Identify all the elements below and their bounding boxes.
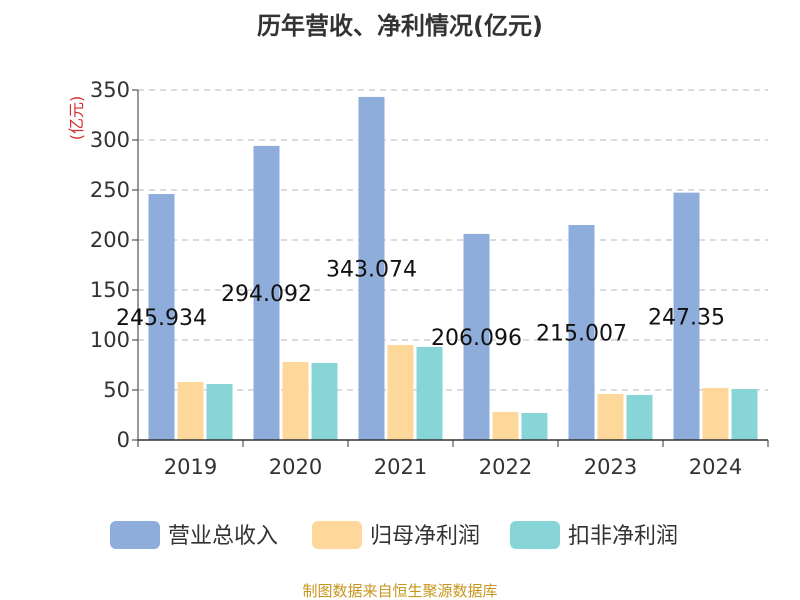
legend-label: 扣非净利润 [568,524,678,549]
y-tick-label: 200 [90,228,130,252]
x-axis-ticks: 2019 2020 2021 2022 2023 2024 [164,455,742,479]
legend-swatch [510,521,560,549]
bar-2-2021 [387,345,414,440]
y-axis-ticks: 0 50 100 150 200 250 300 350 [90,78,138,452]
x-axis [137,90,769,447]
category-label: 2024 [689,455,742,479]
y-tick-label: 150 [90,278,130,302]
bar-1-2024 [673,192,700,440]
data-label: 215.007 [536,321,627,346]
bar-3-2023 [626,395,653,440]
legend: 营业总收入 归母净利润 扣非净利润 [110,521,678,549]
y-tick-label: 250 [90,178,130,202]
data-label: 206.096 [431,326,522,351]
y-tick-label: 0 [117,428,130,452]
bar-2-2024 [702,388,729,440]
category-label: 2022 [479,455,532,479]
bar-1-2020 [253,145,280,440]
data-label: 343.074 [326,257,417,282]
legend-label: 归母净利润 [370,524,480,549]
y-tick-label: 50 [103,378,130,402]
bar-3-2019 [206,384,233,440]
legend-label: 营业总收入 [168,524,278,549]
category-label: 2023 [584,455,637,479]
bar-3-2022 [521,413,548,440]
category-label: 2021 [374,455,427,479]
bar-1-2023 [568,224,595,440]
y-tick-label: 100 [90,328,130,352]
data-label: 247.35 [648,305,725,330]
gridlines [138,89,768,391]
y-tick-label: 300 [90,128,130,152]
data-label: 245.934 [116,306,207,331]
bar-1-2022 [463,233,490,440]
y-tick-label: 350 [90,78,130,102]
bars [148,96,758,441]
legend-swatch [312,521,362,549]
bar-2-2023 [597,394,624,440]
category-label: 2020 [269,455,322,479]
bar-3-2020 [311,363,338,440]
bar-2-2022 [492,412,519,440]
bar-1-2019 [148,194,175,440]
legend-swatch [110,521,160,549]
bar-3-2021 [416,347,443,440]
bar-2-2019 [177,382,204,440]
bar-2-2020 [282,362,309,440]
category-label: 2019 [164,455,217,479]
y-axis-label: (亿元) [67,96,86,141]
bar-1-2021 [358,96,385,441]
source-note: 制图数据来自恒生聚源数据库 [302,582,497,600]
bar-3-2024 [731,389,758,440]
chart-title: 历年营收、净利情况(亿元) [257,12,543,40]
data-labels: 245.934 294.092 343.074 206.096 215.007 247.3… [116,257,725,350]
data-label: 294.092 [221,282,312,307]
